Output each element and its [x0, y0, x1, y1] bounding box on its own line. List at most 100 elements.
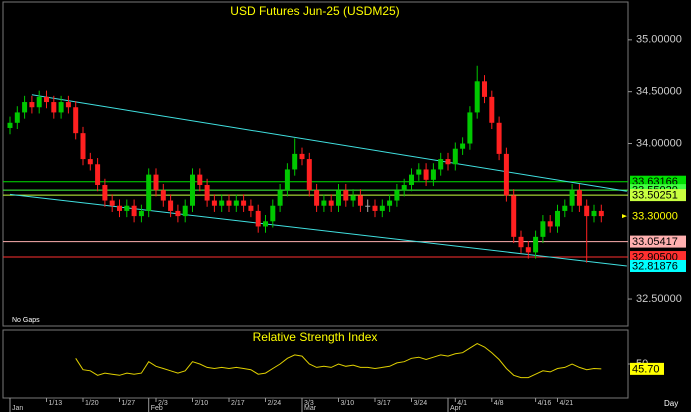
candle-body: [197, 174, 203, 185]
candle-body: [321, 200, 327, 206]
candle-body: [460, 143, 466, 149]
candle-body: [153, 174, 159, 191]
y-tick-label: 32.50000: [636, 293, 682, 305]
level-label: 33.30000: [632, 211, 678, 223]
rsi-label-box: [630, 362, 664, 375]
candle-body: [569, 190, 575, 206]
candle-body: [584, 205, 590, 217]
candle-body: [117, 205, 122, 211]
x-tick-label: 2/3: [158, 400, 168, 407]
candle-body: [365, 205, 371, 207]
y-tick-label: 35.00000: [636, 34, 682, 46]
rsi-line: [75, 343, 602, 379]
x-tick-label: 2/10: [195, 400, 209, 407]
level-label: 33.05417: [632, 236, 678, 248]
candle-body: [14, 112, 20, 123]
candle-body: [591, 210, 597, 217]
candle-body: [336, 190, 341, 206]
candle-body: [350, 195, 356, 201]
candle-body: [168, 200, 174, 211]
candle-body: [394, 190, 400, 201]
candle-body: [58, 102, 64, 113]
candle-body: [467, 112, 473, 144]
candle-body: [255, 210, 261, 227]
price-marker: [622, 214, 627, 219]
y-tick-label: 34.00000: [636, 137, 682, 149]
candle-body: [95, 164, 101, 185]
candle-body: [241, 200, 247, 206]
rsi-label: 45.70: [632, 363, 660, 375]
candle-body: [102, 184, 108, 201]
level-label-box: [630, 235, 686, 248]
candle-body: [314, 190, 320, 206]
candle-body: [36, 96, 42, 108]
candle-body: [343, 190, 349, 201]
candle-body: [387, 200, 393, 206]
candle-body: [138, 210, 144, 217]
month-label: Apr: [450, 405, 462, 412]
x-tick-label: 1/20: [85, 400, 99, 407]
candle-body: [182, 205, 188, 217]
x-tick-label: 3/17: [377, 400, 391, 407]
candle-body: [547, 221, 553, 227]
candle-body: [160, 190, 166, 201]
candle-body: [22, 102, 28, 113]
candle-body: [416, 169, 422, 175]
chart-title: USD Futures Jun-25 (USDM25): [230, 4, 399, 18]
candle-body: [401, 184, 407, 191]
candle-body: [518, 236, 524, 248]
candle-body: [379, 205, 385, 211]
candle-body: [357, 195, 363, 206]
candle-body: [328, 200, 334, 206]
x-tick-label: 4/16: [538, 400, 552, 407]
candle-body: [555, 210, 560, 227]
candle-body: [277, 190, 283, 206]
month-label: Feb: [151, 405, 163, 412]
x-tick-label: 2/24: [268, 400, 282, 407]
candle-body: [511, 195, 517, 237]
candle-body: [7, 122, 13, 128]
x-tick-label: 2/17: [231, 400, 245, 407]
candle-body: [489, 96, 495, 123]
level-label-box: [630, 189, 686, 202]
trend-line: [31, 94, 627, 192]
trend-line: [9, 193, 627, 267]
candle-body: [423, 169, 429, 180]
month-label: Mar: [304, 405, 317, 412]
candle-body: [109, 200, 115, 206]
candle-body: [562, 205, 568, 211]
candle-body: [284, 169, 290, 191]
x-tick-label: 1/27: [122, 400, 136, 407]
x-tick-label: 4/8: [494, 400, 504, 407]
candle-body: [292, 153, 298, 170]
candle-body: [175, 210, 181, 217]
level-label: 33.50251: [632, 190, 678, 202]
candle-body: [445, 159, 451, 165]
candle-body: [73, 107, 79, 134]
x-tick-label: 4/21: [560, 400, 574, 407]
candle-body: [525, 247, 531, 253]
x-tick-label: 1/13: [49, 400, 63, 407]
y-tick-label: 34.50000: [636, 86, 682, 98]
candle-body: [474, 81, 480, 113]
candle-body: [131, 205, 137, 217]
candle-body: [452, 148, 458, 165]
x-tick-label: 3/10: [341, 400, 355, 407]
candle-body: [44, 96, 49, 103]
candle-body: [496, 122, 502, 154]
x-tick-label: 3/24: [414, 400, 428, 407]
candle-body: [306, 159, 312, 191]
candle-body: [204, 184, 210, 201]
rsi-title: Relative Strength Index: [253, 330, 378, 344]
candle-body: [533, 236, 539, 253]
gaps-note: No Gaps: [12, 317, 40, 324]
candle-body: [233, 200, 239, 206]
candle-body: [80, 133, 86, 160]
month-label: Jan: [12, 405, 23, 412]
candle-body: [51, 102, 57, 113]
candle-body: [270, 205, 276, 222]
candle-body: [219, 200, 225, 206]
candle-body: [576, 190, 582, 206]
candle-body: [482, 81, 487, 97]
candle-body: [65, 102, 71, 108]
